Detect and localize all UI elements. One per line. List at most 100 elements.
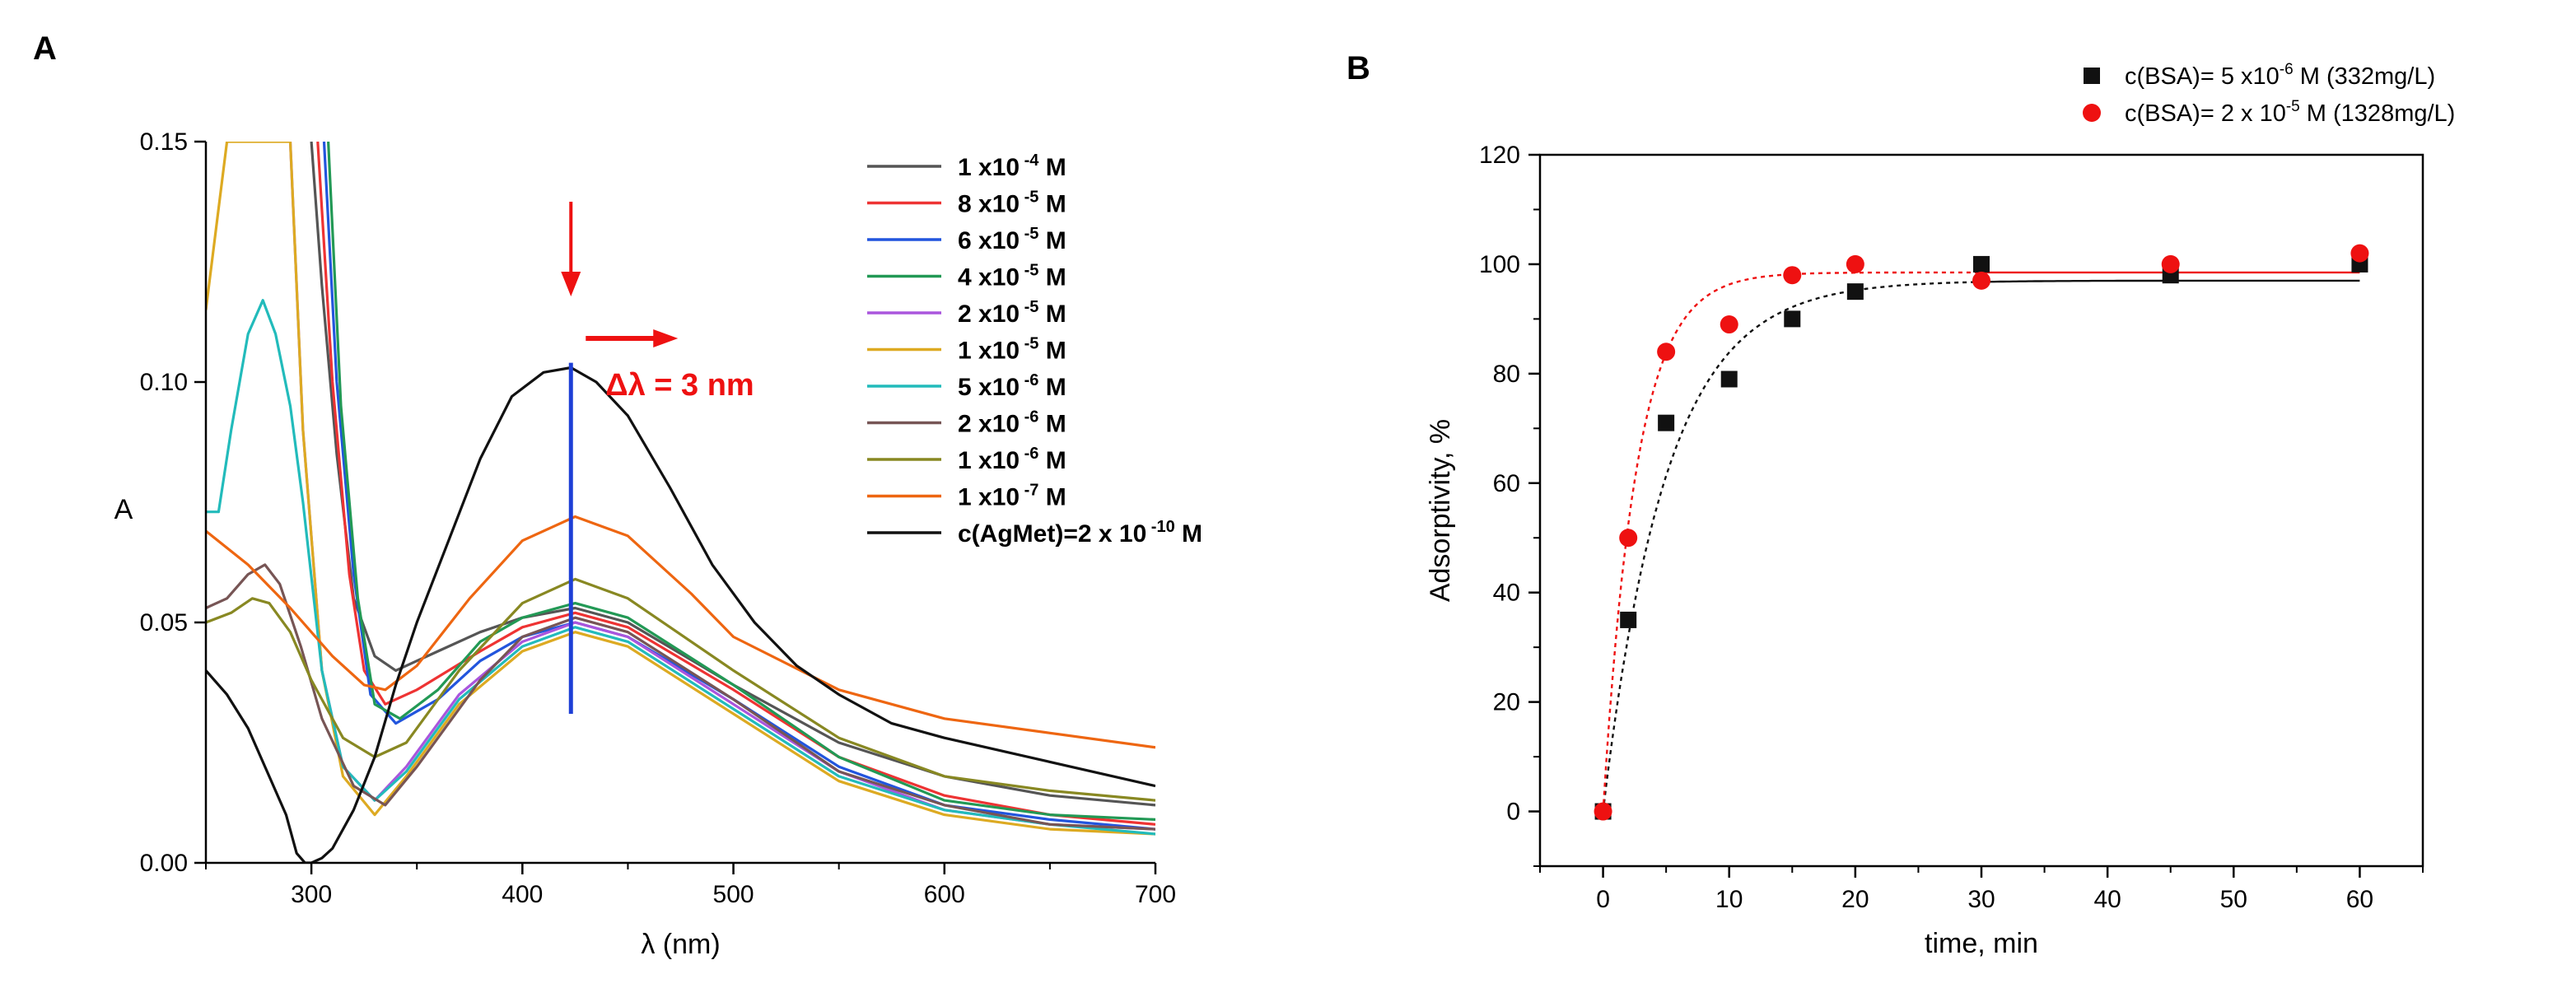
legend-marker-circle bbox=[2083, 104, 2101, 122]
legend-marker-square bbox=[2084, 68, 2100, 84]
legend-label-exponent: -5 bbox=[1020, 335, 1038, 353]
legend-label-6: 5 x10 -6 M bbox=[958, 371, 1066, 401]
data-point-circle-5 bbox=[1846, 254, 1864, 273]
legend-label-base: 1 x10 bbox=[958, 338, 1020, 365]
legend-label-2: 6 x10 -5 M bbox=[958, 225, 1066, 254]
legend-label-base: 8 x10 bbox=[958, 191, 1020, 218]
legend-label-exponent: -6 bbox=[1020, 445, 1038, 463]
panel-b-chart: B 0 10 20 30 40 50 60 0 20 40 60 80 100 120 c(BSA)= 5… bbox=[1346, 50, 2455, 959]
legend-entry-post: M (1328mg/L) bbox=[2300, 100, 2456, 127]
legend-label-unit: M bbox=[1038, 301, 1066, 328]
panel-a-x-axis-label: λ (nm) bbox=[641, 929, 720, 960]
legend-entry-pre: c(BSA)= 2 x 10 bbox=[2125, 100, 2286, 127]
legend-label-0: 1 x10 -4 M bbox=[958, 151, 1066, 181]
legend-label-5: 1 x10 -5 M bbox=[958, 335, 1066, 365]
panel-a-y-tick-label-2: 0.10 bbox=[140, 369, 188, 396]
panel-b-plot-area bbox=[1594, 244, 2369, 821]
data-point-circle-6 bbox=[1972, 271, 1990, 290]
panel-a-legend: 1 x10 -4 M8 x10 -5 M6 x10 -5 M4 x10 -5 M… bbox=[867, 151, 1202, 548]
panel-b-y-tick-label-2: 40 bbox=[1493, 580, 1520, 607]
legend-entry-0: c(BSA)= 5 x10-6 M (332mg/L) bbox=[2125, 61, 2435, 90]
legend-label-exponent: -5 bbox=[1020, 225, 1038, 243]
fit-curve-dashed-0 bbox=[1602, 281, 1981, 812]
down-arrow-head-icon bbox=[561, 272, 581, 296]
panel-a-plot-area bbox=[206, 142, 1155, 863]
spectrum-line-3 bbox=[327, 142, 1155, 821]
legend-entry-pre: c(BSA)= 5 x10 bbox=[2125, 63, 2280, 90]
panel-a-y-tick-label-1: 0.05 bbox=[140, 609, 188, 636]
spectrum-line-5 bbox=[206, 142, 1155, 836]
legend-label-unit: M bbox=[1038, 411, 1066, 438]
panel-b-legend: c(BSA)= 5 x10-6 M (332mg/L) c(BSA)= 2 x 1… bbox=[2083, 61, 2455, 127]
spectrum-line-6 bbox=[206, 299, 1155, 836]
legend-label-base: 1 x10 bbox=[958, 447, 1020, 474]
panel-b-x-tick-label-3: 30 bbox=[1967, 886, 1995, 913]
legend-label-base: 4 x10 bbox=[958, 264, 1020, 291]
shift-annotation-text: Δλ = 3 nm bbox=[605, 368, 754, 403]
panel-b-y-tick-label-3: 60 bbox=[1493, 470, 1520, 497]
panel-a-y-tick-label-3: 0.15 bbox=[140, 128, 188, 156]
panel-b-axes: 0 10 20 30 40 50 60 0 20 40 60 80 100 120 bbox=[1479, 142, 2424, 913]
data-point-circle-0 bbox=[1594, 802, 1612, 821]
legend-label-unit: M bbox=[1038, 264, 1066, 291]
legend-label-exponent: -10 bbox=[1146, 518, 1174, 536]
legend-label-9: 1 x10 -7 M bbox=[958, 482, 1066, 511]
panel-a-x-tick-label-2: 500 bbox=[713, 881, 754, 908]
legend-label-10: c(AgMet)=2 x 10 -10 M bbox=[958, 518, 1202, 548]
panel-b-x-tick-label-5: 50 bbox=[2220, 886, 2247, 913]
data-point-square-6 bbox=[1973, 255, 1990, 273]
legend-entry-1: c(BSA)= 2 x 10-5 M (1328mg/L) bbox=[2125, 98, 2455, 127]
legend-label-exponent: -5 bbox=[1020, 298, 1038, 316]
data-point-circle-2 bbox=[1657, 343, 1676, 361]
legend-label-base: 5 x10 bbox=[958, 374, 1020, 401]
data-point-circle-3 bbox=[1720, 315, 1738, 334]
legend-label-base: 6 x10 bbox=[958, 227, 1020, 254]
legend-label-exponent: -6 bbox=[1020, 371, 1038, 389]
data-point-circle-1 bbox=[1619, 529, 1638, 548]
spectrum-line-9 bbox=[206, 515, 1155, 749]
panel-a-x-tick-label-3: 600 bbox=[924, 881, 965, 908]
legend-label-unit: M bbox=[1038, 191, 1066, 218]
legend-label-3: 4 x10 -5 M bbox=[958, 262, 1066, 291]
legend-label-unit: M bbox=[1038, 447, 1066, 474]
legend-label-unit: M bbox=[1038, 338, 1066, 365]
legend-label-4: 2 x10 -5 M bbox=[958, 298, 1066, 328]
panel-b-y-tick-label-0: 0 bbox=[1506, 799, 1520, 826]
panel-a-y-tick-label-0: 0.00 bbox=[140, 850, 188, 877]
panel-a-annotation: Δλ = 3 nm bbox=[561, 202, 754, 714]
legend-label-exponent: -4 bbox=[1020, 151, 1039, 170]
panel-b-y-axis-label: Adsorptivity, % bbox=[1425, 419, 1456, 602]
panel-b-x-axis-label: time, min bbox=[1925, 928, 2038, 959]
legend-label-base: 1 x10 bbox=[958, 154, 1020, 181]
data-point-square-2 bbox=[1658, 414, 1675, 431]
data-point-square-3 bbox=[1720, 371, 1738, 388]
legend-label-unit: M bbox=[1038, 484, 1066, 511]
spectrum-line-1 bbox=[316, 142, 1155, 826]
panel-a-chart: A 300 400 500 600 700 0.00 0.05 0.10 0.15 Δλ = 3… bbox=[33, 30, 1202, 960]
panel-a-y-axis-label: A bbox=[114, 494, 133, 525]
panel-a-axes: 300 400 500 600 700 0.00 0.05 0.10 0.15 bbox=[140, 128, 1176, 908]
data-point-square-5 bbox=[1846, 283, 1864, 301]
panel-a-x-tick-label-0: 300 bbox=[291, 881, 332, 908]
legend-label-8: 1 x10 -6 M bbox=[958, 445, 1066, 474]
panel-b-y-tick-label-1: 20 bbox=[1493, 689, 1520, 716]
legend-label-exponent: -6 bbox=[1020, 408, 1038, 426]
data-point-circle-8 bbox=[2350, 244, 2369, 263]
legend-label-base: 1 x10 bbox=[958, 484, 1020, 511]
legend-label-base: 2 x10 bbox=[958, 411, 1020, 438]
panel-b-label: B bbox=[1346, 50, 1370, 86]
legend-label-base: 2 x10 bbox=[958, 301, 1020, 328]
legend-entry-exponent: -6 bbox=[2280, 61, 2294, 78]
panel-b-x-tick-label-1: 10 bbox=[1715, 886, 1743, 913]
legend-label-unit: M bbox=[1038, 154, 1066, 181]
panel-a-x-tick-label-4: 700 bbox=[1135, 881, 1176, 908]
legend-label-unit: M bbox=[1175, 520, 1202, 548]
legend-label-unit: M bbox=[1038, 227, 1066, 254]
panel-b-y-tick-label-6: 120 bbox=[1479, 142, 1520, 169]
data-point-circle-7 bbox=[2161, 254, 2180, 273]
legend-label-7: 2 x10 -6 M bbox=[958, 408, 1066, 438]
spectrum-line-10 bbox=[206, 366, 1155, 863]
legend-label-1: 8 x10 -5 M bbox=[958, 189, 1066, 218]
legend-label-exponent: -5 bbox=[1020, 189, 1038, 207]
